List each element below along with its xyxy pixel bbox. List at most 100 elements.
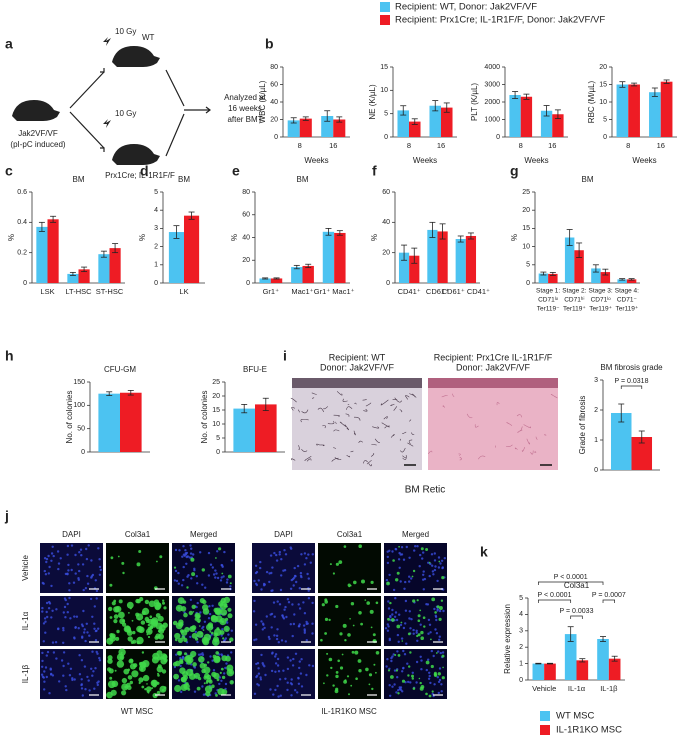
col3a1-signal	[358, 544, 363, 548]
col3a1-signal	[181, 635, 185, 640]
nucleus	[298, 587, 301, 590]
col3a1-signal	[328, 657, 333, 662]
col3a1-signal	[109, 676, 113, 680]
nucleus	[91, 650, 94, 653]
col3a1-signal	[395, 578, 399, 582]
col3a1-signal	[144, 599, 150, 605]
col3a1-signal	[441, 654, 445, 658]
nucleus	[293, 574, 297, 578]
nucleus	[42, 622, 46, 625]
nucleus	[407, 680, 410, 684]
nucleus	[273, 615, 276, 618]
nucleus	[270, 612, 274, 616]
legend-swatch	[540, 711, 550, 721]
nucleus	[298, 660, 301, 663]
col3a1-signal	[425, 660, 430, 665]
nucleus	[186, 575, 189, 578]
nucleus	[427, 677, 431, 680]
nucleus	[189, 544, 192, 547]
nucleus	[311, 601, 314, 605]
nucleus	[427, 658, 430, 661]
nucleus	[273, 551, 276, 555]
nucleus	[386, 550, 389, 553]
nucleus	[50, 559, 53, 562]
column-header: Col3a1	[337, 530, 363, 539]
error-bar	[443, 102, 450, 113]
nucleus	[415, 660, 419, 664]
nucleus	[434, 565, 437, 568]
nucleus	[265, 615, 268, 618]
nucleus	[92, 670, 95, 673]
col3a1-signal	[211, 684, 215, 689]
outcome-label: after BMT	[227, 115, 262, 124]
col3a1-signal	[375, 601, 379, 605]
error-bar	[439, 223, 446, 240]
x-axis-label: Weeks	[524, 156, 548, 165]
nucleus	[87, 679, 90, 682]
col3a1-signal	[142, 674, 150, 682]
panel-letter: f	[372, 163, 377, 179]
nucleus	[280, 639, 284, 642]
col3a1-signal	[221, 675, 226, 680]
col3a1-signal	[194, 617, 198, 621]
nucleus	[433, 607, 436, 611]
col3a1-signal	[209, 630, 212, 633]
col3a1-signal	[387, 669, 391, 672]
nucleus	[292, 584, 295, 587]
y-axis-label: %	[138, 234, 147, 241]
chart-title: BM fibrosis grade	[600, 363, 663, 372]
panel-letter: j	[4, 508, 9, 524]
nucleus	[280, 558, 283, 561]
col3a1-signal	[149, 615, 153, 618]
col3a1-signal	[162, 654, 168, 660]
nucleus	[45, 610, 48, 614]
nucleus	[45, 654, 48, 657]
col3a1-signal	[147, 635, 151, 639]
col3a1-signal	[121, 677, 128, 684]
bar	[98, 254, 110, 283]
col3a1-signal	[346, 675, 350, 678]
nucleus	[80, 683, 83, 687]
nucleus	[438, 678, 442, 682]
nucleus	[45, 560, 48, 564]
nucleus	[67, 662, 70, 665]
nucleus	[431, 570, 435, 573]
nucleus	[87, 544, 90, 547]
col3a1-signal	[326, 674, 329, 677]
col3a1-signal	[178, 623, 182, 627]
nucleus	[291, 634, 294, 638]
bar	[544, 663, 556, 680]
nucleus	[298, 623, 301, 626]
nucleus	[78, 654, 81, 657]
nucleus	[400, 637, 404, 640]
micrograph	[252, 649, 315, 699]
nucleus	[201, 627, 204, 630]
nucleus	[69, 667, 73, 670]
col3a1-signal	[418, 677, 421, 680]
nucleus	[398, 686, 401, 689]
column-header: DAPI	[274, 530, 293, 539]
error-bar	[592, 264, 599, 273]
nucleus	[405, 642, 408, 645]
error-bar	[324, 110, 331, 122]
error-bar	[336, 116, 343, 123]
col3a1-signal	[428, 561, 431, 564]
nucleus	[60, 659, 64, 662]
nucleus	[90, 667, 93, 670]
nucleus	[276, 628, 279, 631]
nucleus	[98, 573, 102, 576]
col3a1-signal	[113, 619, 118, 624]
bar	[47, 219, 59, 283]
y-tick-label: 100	[73, 402, 85, 409]
nucleus	[392, 588, 396, 592]
col3a1-signal	[204, 685, 213, 693]
nucleus	[96, 652, 99, 655]
col3a1-signal	[131, 619, 134, 622]
bar	[398, 252, 410, 283]
nucleus	[64, 598, 68, 602]
nucleus	[307, 577, 310, 580]
col3a1-signal	[201, 568, 205, 572]
col3a1-signal	[174, 684, 182, 693]
col3a1-signal	[114, 669, 117, 672]
nucleus	[57, 567, 60, 571]
